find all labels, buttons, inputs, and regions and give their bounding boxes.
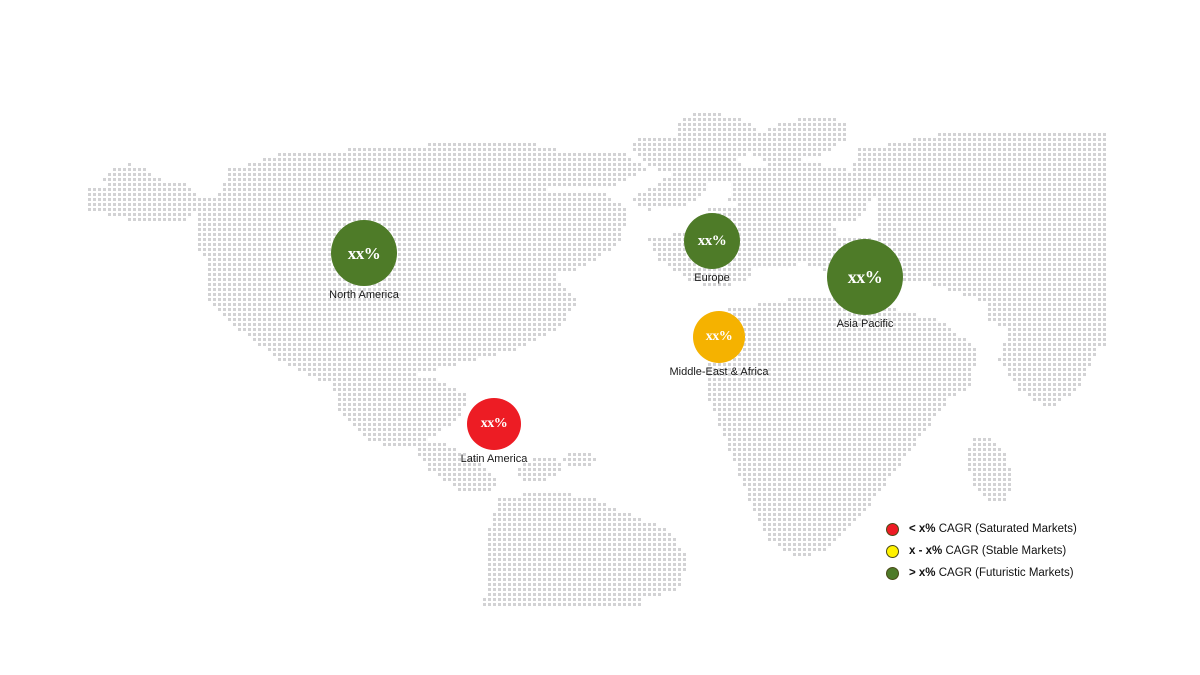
legend-desc-futuristic: CAGR (Futuristic Markets)	[935, 567, 1074, 579]
region-bubble-europe[interactable]: xx% Europe	[684, 213, 740, 284]
bubble-value-asia-pacific: xx%	[847, 267, 883, 287]
legend-desc-stable: CAGR (Stable Markets)	[942, 545, 1067, 557]
legend-text-saturated: < x% CAGR (Saturated Markets)	[909, 523, 1077, 535]
legend-range-futuristic: > x%	[909, 567, 936, 579]
bubble-circle-middle-east-africa[interactable]: xx%	[693, 311, 745, 363]
bubble-label-middle-east-africa: Middle-East & Africa	[669, 366, 769, 378]
legend-item-stable[interactable]: x - x% CAGR (Stable Markets)	[886, 540, 1077, 562]
bubble-circle-north-america[interactable]: xx%	[331, 220, 397, 286]
bubble-label-europe: Europe	[694, 272, 730, 284]
region-bubble-asia-pacific[interactable]: xx% Asia Pacific	[827, 239, 903, 330]
bubble-circle-asia-pacific[interactable]: xx%	[827, 239, 903, 315]
legend: < x% CAGR (Saturated Markets) x - x% CAGR…	[886, 518, 1077, 584]
bubble-label-asia-pacific: Asia Pacific	[836, 318, 894, 330]
bubble-label-north-america: North America	[329, 289, 399, 301]
legend-dot-stable	[886, 544, 899, 558]
bubble-value-europe: xx%	[697, 232, 727, 249]
legend-dot-saturated	[886, 522, 899, 536]
region-bubble-north-america[interactable]: xx% North America	[329, 220, 399, 301]
bubble-label-latin-america: Latin America	[460, 453, 528, 465]
legend-desc-saturated: CAGR (Saturated Markets)	[935, 523, 1077, 535]
bubble-value-north-america: xx%	[347, 243, 381, 263]
bubble-circle-latin-america[interactable]: xx%	[467, 398, 521, 450]
bubble-value-middle-east-africa: xx%	[705, 329, 733, 344]
legend-dot-futuristic	[886, 566, 899, 580]
legend-range-stable: x - x%	[909, 545, 943, 557]
bubble-circle-europe[interactable]: xx%	[684, 213, 740, 269]
legend-item-saturated[interactable]: < x% CAGR (Saturated Markets)	[886, 518, 1077, 540]
region-bubble-middle-east-africa[interactable]: xx% Middle-East & Africa	[669, 311, 769, 378]
bubble-value-latin-america: xx%	[480, 416, 508, 431]
legend-item-futuristic[interactable]: > x% CAGR (Futuristic Markets)	[886, 562, 1077, 584]
legend-text-stable: x - x% CAGR (Stable Markets)	[909, 545, 1066, 557]
legend-text-futuristic: > x% CAGR (Futuristic Markets)	[909, 567, 1074, 579]
legend-range-saturated: < x%	[909, 523, 936, 535]
region-bubble-latin-america[interactable]: xx% Latin America	[461, 398, 527, 465]
